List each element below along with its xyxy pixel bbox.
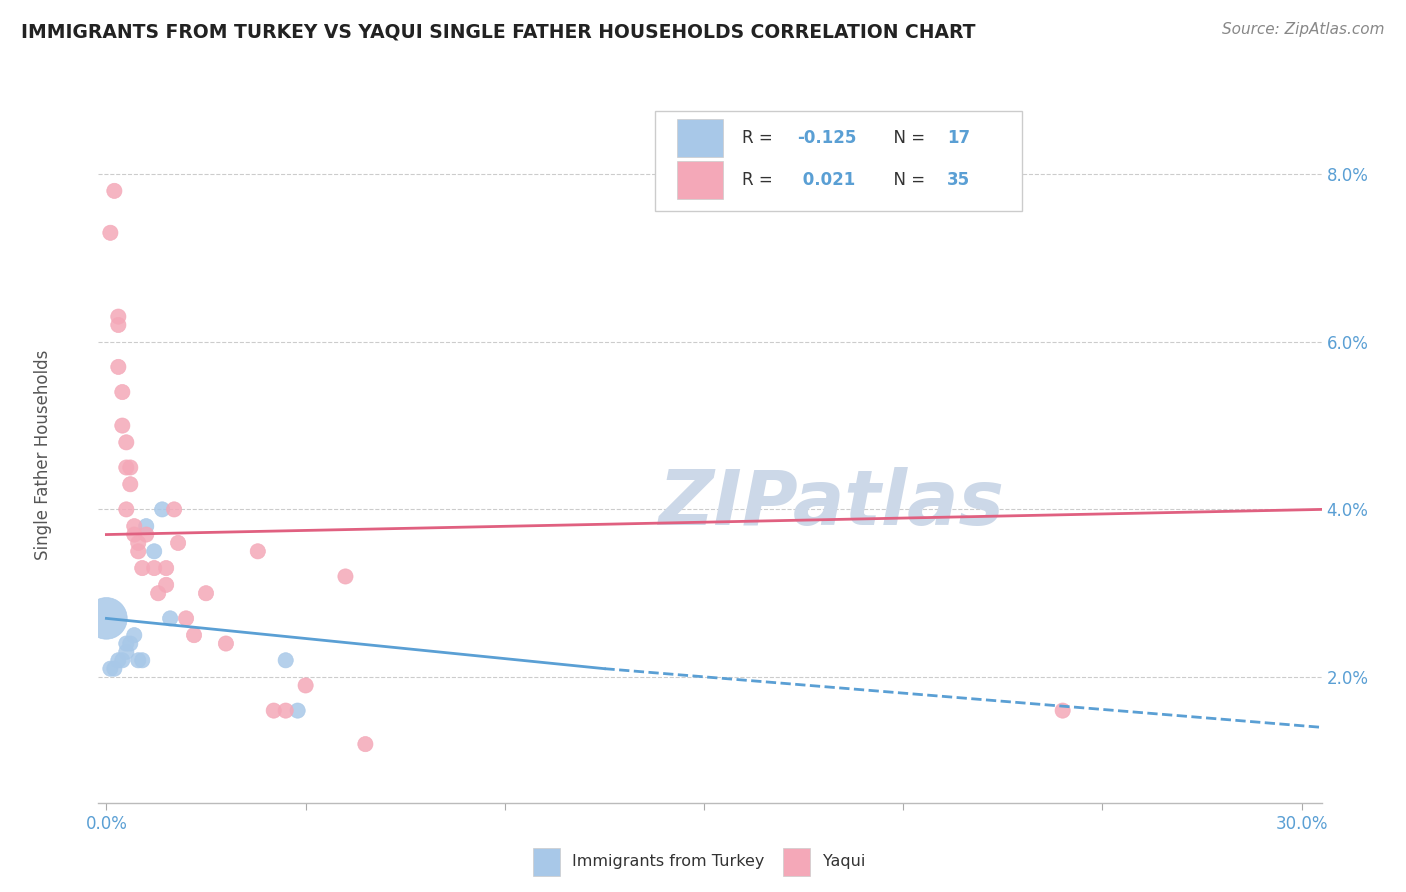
Point — [1052, 704, 1074, 718]
Text: 35: 35 — [948, 171, 970, 189]
Point — [131, 561, 153, 575]
Text: R =: R = — [742, 171, 778, 189]
FancyBboxPatch shape — [783, 848, 810, 876]
Text: 0.021: 0.021 — [797, 171, 855, 189]
Text: N =: N = — [883, 171, 929, 189]
Point — [115, 645, 138, 659]
FancyBboxPatch shape — [678, 161, 724, 199]
Point — [127, 544, 149, 558]
Point — [115, 435, 138, 450]
Point — [120, 477, 142, 491]
Text: Source: ZipAtlas.com: Source: ZipAtlas.com — [1222, 22, 1385, 37]
Text: Immigrants from Turkey: Immigrants from Turkey — [572, 855, 765, 870]
Point — [131, 653, 153, 667]
Point — [115, 460, 138, 475]
Text: N =: N = — [883, 129, 929, 147]
Point — [148, 586, 170, 600]
Point — [174, 611, 197, 625]
Point — [111, 385, 134, 400]
Text: 17: 17 — [948, 129, 970, 147]
Point — [127, 536, 149, 550]
FancyBboxPatch shape — [678, 120, 724, 158]
Point — [115, 502, 138, 516]
Point — [335, 569, 357, 583]
Point — [124, 628, 146, 642]
Point — [107, 318, 129, 332]
Point — [115, 636, 138, 650]
Text: Single Father Households: Single Father Households — [34, 350, 52, 560]
Point — [274, 704, 297, 718]
Point — [120, 460, 142, 475]
Point — [124, 527, 146, 541]
Point — [135, 527, 157, 541]
Text: R =: R = — [742, 129, 778, 147]
Point — [100, 226, 122, 240]
Text: ZIPatlas: ZIPatlas — [659, 467, 1005, 541]
Text: Yaqui: Yaqui — [823, 855, 865, 870]
Point — [155, 561, 177, 575]
Point — [294, 678, 316, 692]
Point — [127, 653, 149, 667]
Point — [195, 586, 218, 600]
Text: IMMIGRANTS FROM TURKEY VS YAQUI SINGLE FATHER HOUSEHOLDS CORRELATION CHART: IMMIGRANTS FROM TURKEY VS YAQUI SINGLE F… — [21, 22, 976, 41]
Point — [167, 536, 190, 550]
Point — [96, 611, 118, 625]
Point — [159, 611, 181, 625]
Point — [155, 578, 177, 592]
Point — [111, 653, 134, 667]
Point — [263, 704, 285, 718]
Point — [274, 653, 297, 667]
Point — [246, 544, 269, 558]
Point — [100, 662, 122, 676]
Point — [143, 544, 166, 558]
Point — [150, 502, 173, 516]
Point — [107, 653, 129, 667]
Point — [103, 662, 125, 676]
Point — [287, 704, 309, 718]
Point — [215, 636, 238, 650]
Point — [111, 418, 134, 433]
FancyBboxPatch shape — [533, 848, 560, 876]
Point — [120, 636, 142, 650]
Text: -0.125: -0.125 — [797, 129, 856, 147]
Point — [163, 502, 186, 516]
Point — [103, 184, 125, 198]
Point — [107, 310, 129, 324]
Point — [107, 359, 129, 374]
FancyBboxPatch shape — [655, 111, 1022, 211]
Point — [143, 561, 166, 575]
Point — [124, 519, 146, 533]
Point — [183, 628, 205, 642]
Point — [135, 519, 157, 533]
Point — [354, 737, 377, 751]
